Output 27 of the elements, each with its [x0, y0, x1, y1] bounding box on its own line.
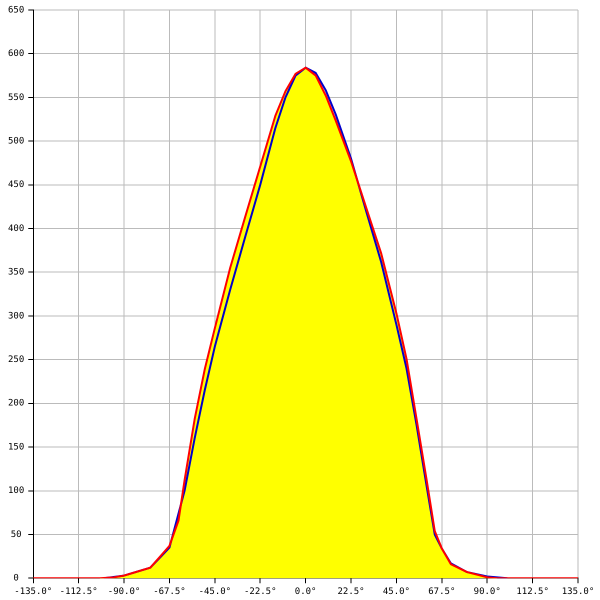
x-tick-label: -90.0° [108, 586, 140, 597]
y-tick-label: 500 [8, 136, 24, 146]
x-tick-label: 135.0° [562, 586, 594, 597]
x-tick-label: 112.5° [516, 586, 549, 597]
y-tick-label: 550 [8, 92, 24, 103]
y-tick-label: 600 [8, 49, 24, 60]
y-tick-label: 200 [8, 398, 24, 409]
y-tick-label: 650 [8, 5, 24, 16]
x-tick-label: -135.0° [14, 586, 52, 597]
y-tick-label: 50 [10, 530, 22, 540]
x-tick-label: 90.0° [474, 586, 501, 597]
y-tick-label: 100 [8, 486, 24, 496]
y-tick-label: 150 [8, 442, 24, 452]
x-tick-label: -45.0° [198, 586, 232, 597]
x-tick-label: 45.0° [382, 586, 410, 597]
y-tick-label: 400 [8, 224, 24, 234]
x-tick-label: -67.5° [153, 586, 186, 597]
x-tick-label: 0.0° [294, 586, 316, 597]
x-tick-label: -112.5° [60, 586, 98, 597]
y-tick-label: 250 [8, 355, 24, 366]
y-tick-label: 300 [8, 311, 24, 322]
y-tick-label: 450 [8, 180, 24, 190]
x-tick-label: 22.5° [337, 586, 365, 597]
x-tick-label: -22.5° [244, 586, 276, 597]
x-tick-label: 67.5° [428, 586, 456, 597]
y-tick-label: 350 [8, 268, 24, 278]
y-tick-label: 0 [13, 574, 19, 584]
